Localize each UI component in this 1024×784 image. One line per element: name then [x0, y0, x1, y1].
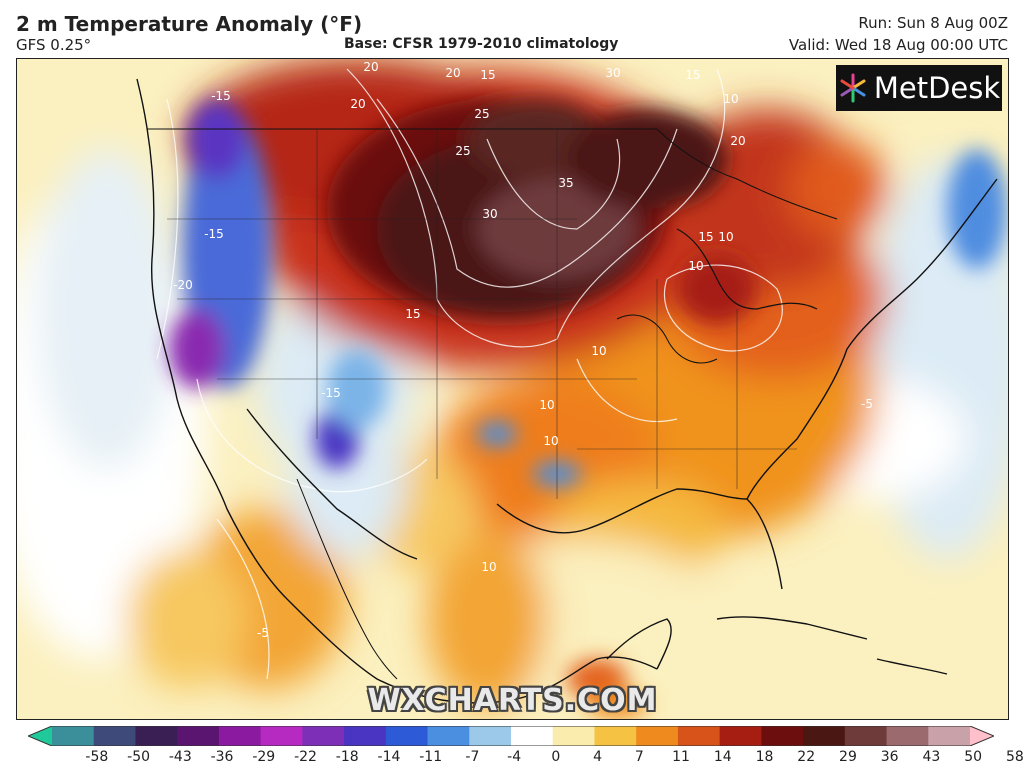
metdesk-logo: MetDesk [836, 65, 1002, 111]
colorbar-tick: -58 [85, 749, 109, 765]
contour-label: -5 [861, 397, 873, 411]
contour-label: -15 [321, 386, 341, 400]
colorbar-segment [260, 726, 303, 746]
colorbar-tick: 36 [880, 749, 899, 765]
contour-value-labels: 20 20 15 30 15 10 20 25 -15 25 35 30 20 15 10 10 -15 -20 1… [173, 60, 873, 640]
colorbar-segment [344, 726, 387, 746]
colorbar-tick: 18 [755, 749, 774, 765]
colorbar-arrow-high [970, 726, 994, 746]
contour-label: 10 [539, 398, 554, 412]
colorbar-segment [302, 726, 345, 746]
colorbar-segment [594, 726, 637, 746]
colorbar-tick: -29 [252, 749, 276, 765]
colorbar-segment [719, 726, 762, 746]
colorbar-segment [218, 726, 262, 746]
colorbar-segment [385, 726, 429, 746]
colorbar-tick: -14 [377, 749, 401, 765]
colorbar-segment [928, 726, 971, 746]
colorbar-segment [844, 726, 888, 746]
contour-label: 10 [591, 344, 606, 358]
contour-label: -20 [173, 278, 193, 292]
anomaly-core [169, 99, 1007, 718]
colorbar-segment [636, 726, 679, 746]
contour-label: -15 [204, 227, 224, 241]
colorbar-tick: 11 [672, 749, 690, 765]
colorbar-tick: -4 [507, 749, 522, 765]
contour-label: -15 [211, 89, 231, 103]
contour-label: 30 [482, 207, 497, 221]
colorbar-segment [677, 726, 721, 746]
colorbar-segment [469, 726, 512, 746]
chart-header: 2 m Temperature Anomaly (°F) GFS 0.25° B… [0, 0, 1024, 58]
valid-time-label: Valid: Wed 18 Aug 00:00 UTC [788, 36, 1008, 54]
colorbar-tick: 4 [593, 749, 603, 765]
colorbar-tick: 14 [713, 749, 732, 765]
colorbar-tick: -22 [294, 749, 317, 765]
contour-label: 25 [474, 107, 489, 121]
colorbar-tick: 50 [964, 749, 983, 765]
anomaly-map: 20 20 15 30 15 10 20 25 -15 25 35 30 20 15 10 10 -15 -20 1… [16, 58, 1009, 720]
colorbar-tick: 43 [922, 749, 941, 765]
contour-label: 10 [688, 259, 703, 273]
contour-label: 25 [455, 144, 470, 158]
colorbar-arrow-low [28, 726, 52, 746]
wxcharts-watermark: WXCHARTS.COM [367, 683, 658, 718]
contour-label: 15 [480, 68, 495, 82]
model-label: GFS 0.25° [16, 36, 92, 54]
contour-label: 10 [723, 92, 738, 106]
contour-label: -5 [257, 626, 269, 640]
colorbar-tick: 7 [634, 749, 644, 765]
metdesk-star-icon [840, 73, 866, 103]
colorbar-tick: -18 [335, 749, 359, 765]
colorbar-tick: 22 [797, 749, 816, 765]
contour-label: 10 [481, 560, 496, 574]
contour-label: 10 [543, 434, 558, 448]
contour-label: 30 [605, 66, 620, 80]
metdesk-brand-name: MetDesk [873, 71, 1001, 105]
contour-label: 20 [730, 134, 745, 148]
colorbar-segment [177, 726, 220, 746]
state-borders [167, 129, 797, 499]
colorbar-tick: 58 [1005, 749, 1024, 765]
contour-label: 20 [350, 97, 365, 111]
contour-label: 15 [405, 307, 420, 321]
colorbar-tick: -36 [210, 749, 234, 765]
base-climatology-label: Base: CFSR 1979-2010 climatology [344, 36, 619, 52]
colorbar-tick: 29 [839, 749, 857, 765]
run-time-label: Run: Sun 8 Aug 00Z [858, 14, 1008, 32]
colorbar-tick-labels: -58 -50 -43 -36 -29 -22 -18 -14 -11 -7 -4 0 4 7 11 14 18… [0, 749, 1024, 773]
contour-lines [156, 68, 783, 680]
contour-label: 20 [445, 66, 460, 80]
colorbar-segment [135, 726, 178, 746]
contour-label: 10 [718, 230, 733, 244]
colorbar-segment [886, 726, 929, 746]
colorbar-tick: -11 [419, 749, 443, 765]
contour-label: 15 [698, 230, 713, 244]
colorbar-segment [427, 726, 470, 746]
contour-label: 20 [363, 60, 378, 74]
map-canvas: 20 20 15 30 15 10 20 25 -15 25 35 30 20 15 10 10 -15 -20 1… [17, 59, 1008, 719]
colorbar-segment [511, 726, 554, 746]
colorbar-segment [552, 726, 596, 746]
chart-title: 2 m Temperature Anomaly (°F) [16, 12, 363, 36]
colorbar-tick: -7 [465, 749, 480, 765]
colorbar-segment [803, 726, 846, 746]
contour-label: 35 [558, 176, 573, 190]
contour-label: 15 [685, 68, 700, 82]
colorbar-segment [761, 726, 804, 746]
colorbar-segment [93, 726, 137, 746]
colorbar [28, 726, 994, 746]
colorbar-segment [52, 726, 95, 746]
colorbar-tick: -43 [168, 749, 192, 765]
colorbar-tick: 0 [551, 749, 561, 765]
colorbar-tick: -50 [127, 749, 151, 765]
